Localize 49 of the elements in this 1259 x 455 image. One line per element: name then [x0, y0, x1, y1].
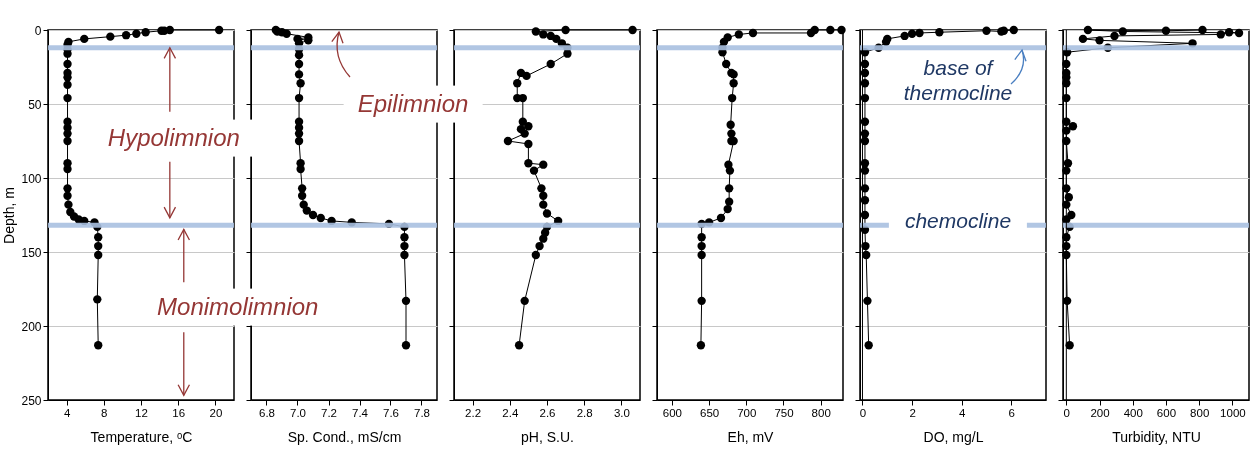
x-tick-label: 650 — [699, 406, 720, 419]
x-tick-label: 7.4 — [352, 406, 369, 419]
annotation: Epilimnion — [343, 85, 483, 123]
x-axis-title: pH, S.U. — [521, 429, 574, 445]
y-tick-label: 100 — [21, 171, 42, 186]
x-tick-label: 7.0 — [290, 406, 306, 419]
x-tick-label: 1000 — [1220, 406, 1246, 419]
x-axis-title: DO, mg/L — [923, 429, 984, 445]
x-tick-label: 2.4 — [502, 406, 519, 419]
x-tick-label: 7.8 — [414, 406, 430, 419]
x-tick-label: 750 — [774, 406, 794, 419]
x-tick-label: 6 — [1008, 406, 1015, 419]
x-tick-label: 2.6 — [539, 406, 556, 419]
x-tick-label: 8 — [101, 406, 108, 419]
x-tick-label: 200 — [1090, 406, 1110, 419]
x-tick-label: 7.2 — [321, 406, 337, 419]
y-tick-label: 200 — [21, 319, 42, 334]
y-tick-label: 0 — [34, 23, 42, 38]
x-axis-title: Turbidity, NTU — [1112, 429, 1201, 445]
y-tick-label: 50 — [28, 97, 42, 112]
x-tick-label: 6.8 — [259, 406, 275, 419]
x-tick-label: 700 — [737, 406, 757, 419]
x-tick-label: 12 — [135, 406, 148, 419]
x-tick-label: 20 — [209, 406, 223, 419]
x-tick-label: 2.2 — [465, 406, 482, 419]
annotation: Hypolimnion — [93, 119, 254, 157]
x-tick-label: 600 — [1156, 406, 1177, 419]
x-tick-label: 0 — [859, 406, 867, 419]
y-axis-title: Depth, m — [1, 187, 18, 244]
x-tick-label: 3.0 — [613, 406, 630, 419]
x-tick-label: 800 — [811, 406, 831, 419]
x-tick-label: 7.6 — [383, 406, 399, 419]
x-axis-title: Eh, mV — [727, 429, 775, 445]
x-tick-label: 2 — [909, 406, 916, 419]
y-tick-label: 250 — [21, 393, 42, 408]
x-tick-label: 2.8 — [576, 406, 593, 419]
x-tick-label: 800 — [1190, 406, 1210, 419]
x-tick-label: 4 — [958, 406, 966, 419]
annotation: Monimolimnion — [143, 288, 333, 326]
ref-line-label: base of thermocline — [902, 54, 1014, 106]
ref-line-label: chemocline — [888, 206, 1028, 236]
x-tick-label: 4 — [63, 406, 71, 419]
x-tick-label: 0 — [1063, 406, 1071, 419]
y-tick-label: 150 — [21, 245, 42, 260]
x-axis-title: Sp. Cond., mS/cm — [287, 429, 402, 445]
x-tick-label: 16 — [172, 406, 186, 419]
x-axis-title: Temperature, ᵒC — [90, 429, 193, 445]
x-tick-label: 400 — [1123, 406, 1143, 419]
x-tick-label: 600 — [662, 406, 682, 419]
